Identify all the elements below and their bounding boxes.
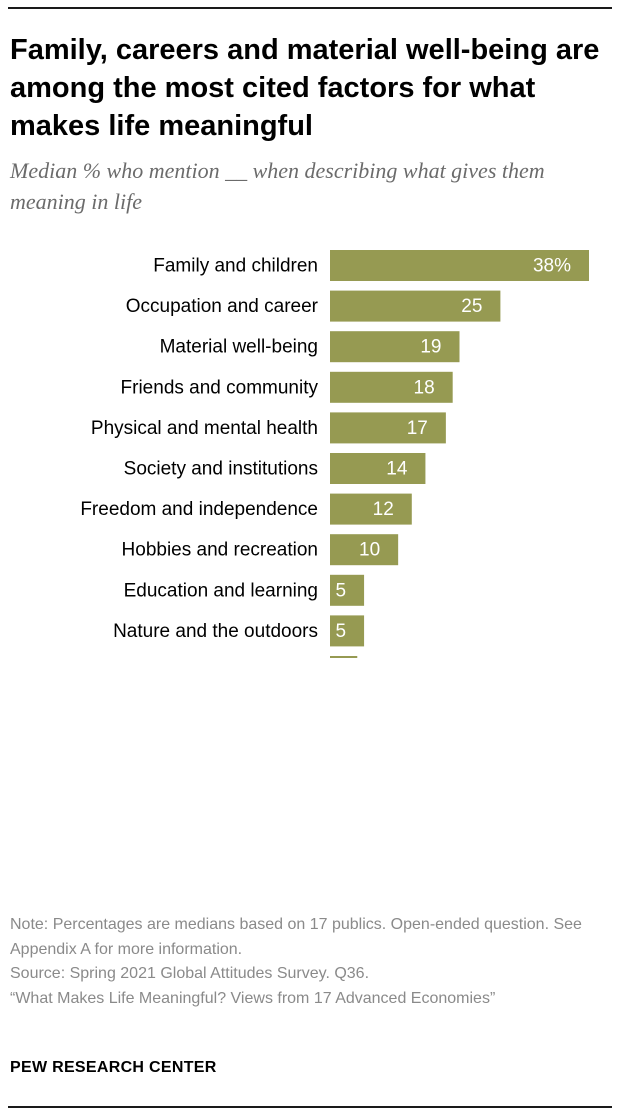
category-label: Education and learning — [124, 580, 318, 601]
value-label: 19 — [420, 337, 441, 358]
bar — [330, 574, 365, 606]
bottom-rule — [8, 1106, 612, 1108]
value-label: 5 — [336, 621, 347, 642]
bar-chart: Family and children 38% Occupation and car… — [80, 250, 589, 658]
value-label: 14 — [386, 459, 408, 480]
bar — [330, 656, 358, 658]
chart-title: Family, careers and material well-being … — [10, 34, 600, 142]
bar — [330, 453, 426, 484]
category-label: Hobbies and recreation — [122, 540, 318, 561]
category-label: Society and institutions — [124, 459, 318, 480]
bar — [330, 250, 589, 281]
bar — [330, 534, 399, 566]
category-label: Nature and the outdoors — [113, 621, 318, 642]
category-label: Material well-being — [160, 337, 318, 358]
top-rule — [8, 7, 612, 9]
notes: Note: Percentages are medians based on 1… — [10, 913, 610, 1011]
value-label: 18 — [414, 377, 435, 398]
chart-subtitle: Median % who mention __ when describing … — [10, 158, 545, 214]
source-text: Source: Spring 2021 Global Attitudes Sur… — [10, 965, 370, 982]
brand-logo-text: PEW RESEARCH CENTER — [10, 1059, 217, 1076]
category-label: Occupation and career — [126, 296, 319, 317]
category-label: Family and children — [153, 256, 318, 277]
bar — [330, 331, 460, 363]
value-label: 5 — [336, 580, 347, 601]
category-label: Physical and mental health — [91, 418, 318, 439]
value-label: 10 — [359, 540, 380, 561]
bar — [330, 493, 412, 525]
note-text: Note: Percentages are medians based on 1… — [10, 916, 582, 958]
category-label: Freedom and independence — [80, 499, 318, 520]
bar — [330, 615, 365, 647]
value-label: 12 — [373, 499, 394, 520]
bar — [330, 412, 446, 444]
category-label: Friends and community — [121, 377, 319, 398]
bar — [330, 290, 501, 322]
bar — [330, 371, 453, 403]
value-label: 25 — [461, 296, 482, 317]
value-label: 38% — [533, 256, 571, 277]
value-label: 17 — [407, 418, 428, 439]
report-title: “What Makes Life Meaningful? Views from … — [10, 989, 496, 1007]
